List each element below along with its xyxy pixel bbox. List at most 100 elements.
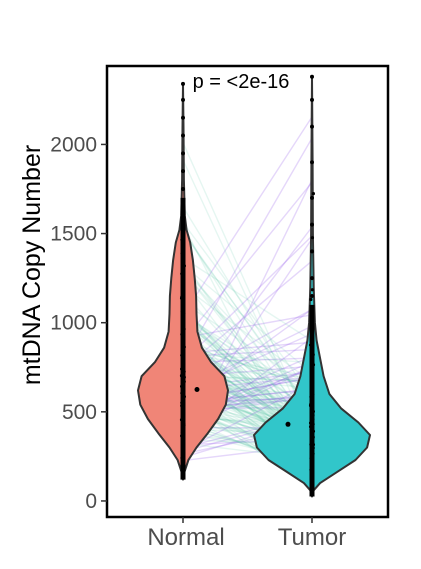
data-point: [309, 380, 313, 384]
data-point: [181, 393, 185, 397]
paired-line: [182, 142, 313, 432]
paired-line: [182, 206, 313, 418]
data-point: [179, 418, 184, 422]
paired-line: [182, 317, 313, 400]
data-point: [309, 400, 313, 404]
data-point: [180, 454, 184, 458]
x-tick-label: Normal: [147, 524, 224, 551]
data-point: [182, 368, 186, 372]
data-point: [310, 366, 315, 370]
data-point: [310, 97, 314, 102]
data-point: [310, 465, 314, 470]
data-point: [311, 353, 315, 357]
paired-line: [182, 137, 313, 362]
paired-line: [182, 159, 313, 440]
y-tick-label: 500: [62, 401, 97, 424]
data-point: [181, 81, 185, 86]
paired-line: [182, 268, 313, 406]
data-point: [180, 251, 184, 255]
paired-line: [182, 235, 313, 363]
data-point: [310, 276, 314, 281]
data-point: [311, 414, 315, 418]
data-point: [310, 236, 315, 240]
points: [179, 74, 316, 497]
data-point: [309, 440, 313, 445]
paired-line: [182, 381, 313, 452]
data-point: [181, 303, 185, 307]
data-point: [310, 293, 314, 298]
data-point: [310, 124, 314, 129]
y-tick-label: 0: [85, 490, 97, 513]
data-point: [181, 133, 185, 138]
paired-line: [182, 257, 313, 342]
data-point: [181, 399, 185, 403]
data-point: [182, 375, 186, 379]
paired-line: [182, 321, 313, 413]
paired-line: [182, 264, 313, 374]
data-point: [310, 456, 315, 460]
data-point: [309, 297, 313, 302]
paired-line: [182, 222, 313, 397]
data-point: [181, 115, 185, 120]
data-point: [179, 296, 184, 300]
paired-line: [182, 232, 313, 412]
data-point: [309, 434, 314, 438]
data-point: [310, 447, 314, 451]
data-point: [308, 343, 313, 347]
paired-line: [182, 285, 313, 383]
y-tick-label: 1000: [50, 312, 97, 335]
data-point: [181, 413, 185, 417]
data-point: [182, 264, 186, 268]
mean-point-tumor: [285, 421, 291, 427]
y-axis-title: mtDNA Copy Number: [18, 145, 46, 385]
data-point: [180, 238, 184, 242]
data-point: [180, 273, 184, 277]
y-axis: 0 500 1000 1500 2000: [50, 133, 107, 513]
data-point: [311, 392, 315, 396]
data-point: [179, 374, 184, 378]
p-value-annotation: p = <2e-16: [193, 71, 290, 93]
data-point: [180, 353, 184, 357]
data-point: [181, 187, 185, 191]
mean-point-normal: [194, 387, 200, 393]
data-point: [310, 249, 314, 254]
data-point: [310, 74, 314, 79]
data-point: [182, 440, 186, 444]
violins: [137, 75, 371, 498]
data-point: [180, 438, 184, 442]
data-point: [310, 222, 314, 227]
paired-line: [182, 314, 313, 396]
paired-line: [182, 116, 313, 316]
data-point: [309, 402, 313, 406]
y-tick-label: 1500: [50, 223, 97, 246]
paired-line: [182, 270, 313, 423]
data-point: [311, 359, 315, 363]
data-point: [180, 332, 184, 336]
data-point: [181, 240, 185, 244]
x-tick-label: Tumor: [278, 524, 346, 551]
paired-line: [182, 181, 313, 342]
data-point: [311, 192, 315, 196]
data-point: [181, 463, 185, 467]
data-point: [311, 409, 315, 414]
data-point: [309, 453, 314, 457]
data-point: [181, 151, 185, 156]
data-point: [310, 195, 314, 200]
data-point: [182, 345, 186, 349]
paired-line: [182, 339, 313, 387]
paired-line: [182, 314, 313, 339]
data-point: [180, 428, 184, 432]
data-point: [180, 434, 184, 438]
paired-line: [182, 323, 313, 411]
y-tick-label: 2000: [50, 133, 97, 156]
data-point: [309, 427, 313, 431]
data-point: [310, 459, 315, 464]
data-point: [182, 422, 186, 426]
data-point: [182, 311, 186, 316]
data-point: [180, 364, 184, 368]
data-point: [181, 97, 185, 102]
data-point: [310, 160, 314, 165]
data-point: [311, 429, 316, 433]
paired-line: [182, 301, 313, 390]
